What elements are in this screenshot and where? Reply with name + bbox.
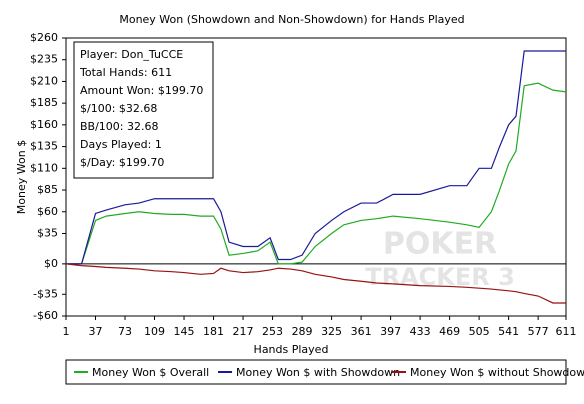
series-line [66, 50, 566, 265]
y-tick-label: -$35 [33, 287, 58, 300]
legend-label: Money Won $ with Showdown [236, 366, 400, 379]
x-tick-label: 253 [262, 325, 283, 338]
y-tick-label: $0 [44, 257, 58, 270]
legend [65, 359, 567, 385]
x-tick-label: 181 [203, 325, 224, 338]
x-tick-label: 433 [410, 325, 431, 338]
x-tick-label: 1 [63, 325, 70, 338]
x-tick-label: 325 [321, 325, 342, 338]
y-tick-label: $235 [30, 53, 58, 66]
info-line: Days Played: 1 [80, 138, 162, 151]
y-tick-label: $210 [30, 74, 58, 87]
legend-label: Money Won $ Overall [92, 366, 209, 379]
x-tick-label: 469 [439, 325, 460, 338]
legend-label: Money Won $ without Showdown [410, 366, 584, 379]
info-line: Amount Won: $199.70 [80, 84, 203, 97]
x-tick-label: 505 [469, 325, 490, 338]
x-tick-label: 361 [351, 325, 372, 338]
chart-title: Money Won (Showdown and Non-Showdown) fo… [119, 13, 464, 26]
x-tick-label: 289 [292, 325, 313, 338]
x-tick-label: 577 [528, 325, 549, 338]
y-tick-label: $110 [30, 161, 58, 174]
info-line: $/Day: $199.70 [80, 156, 164, 169]
y-tick-label: $35 [37, 226, 58, 239]
y-tick-label: $160 [30, 118, 58, 131]
plot-frame [65, 37, 567, 317]
info-line: Total Hands: 611 [79, 66, 172, 79]
y-tick-label: $60 [37, 205, 58, 218]
series-line [66, 82, 567, 265]
x-tick-label: 217 [233, 325, 254, 338]
series-line [65, 263, 566, 304]
x-tick-label: 611 [556, 325, 577, 338]
x-axis-label: Hands Played [254, 343, 329, 356]
info-line: BB/100: 32.68 [80, 120, 159, 133]
y-tick-label: $85 [37, 183, 58, 196]
info-line: Player: Don_TuCCE [80, 48, 183, 61]
y-axis-label: Money Won $ [15, 140, 28, 214]
y-tick-label: $135 [30, 140, 58, 153]
y-tick-label: -$60 [33, 309, 58, 322]
watermark: TRACKER 3 [365, 263, 515, 291]
watermark: POKER [383, 227, 497, 262]
info-box [73, 41, 214, 179]
y-tick-label: $260 [30, 31, 58, 44]
x-tick-label: 145 [174, 325, 195, 338]
x-tick-label: 37 [89, 325, 103, 338]
x-tick-label: 73 [118, 325, 132, 338]
x-tick-label: 397 [380, 325, 401, 338]
x-tick-label: 109 [144, 325, 165, 338]
x-tick-label: 541 [498, 325, 519, 338]
info-line: $/100: $32.68 [80, 102, 157, 115]
y-tick-label: $185 [30, 96, 58, 109]
